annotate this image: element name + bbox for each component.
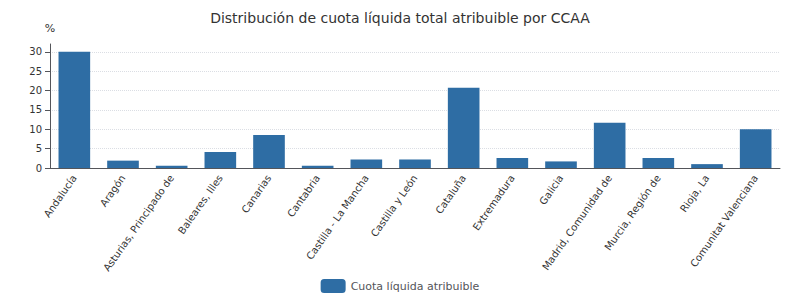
svg-text:Asturias, Principado de: Asturias, Principado de <box>101 173 176 273</box>
svg-text:Andalucía: Andalucía <box>42 173 79 220</box>
svg-text:Baleares, Illes: Baleares, Illes <box>176 173 225 236</box>
svg-text:Cantabria: Cantabria <box>285 173 322 219</box>
svg-text:Cuota líquida atribuible: Cuota líquida atribuible <box>351 280 480 293</box>
svg-text:Castilla - La Mancha: Castilla - La Mancha <box>304 173 371 262</box>
svg-text:Aragón: Aragón <box>98 173 128 209</box>
svg-text:%: % <box>45 22 55 35</box>
svg-text:Rioja, La: Rioja, La <box>678 173 712 214</box>
svg-text:Galicia: Galicia <box>537 173 565 207</box>
svg-text:5: 5 <box>36 143 42 154</box>
svg-text:20: 20 <box>29 85 42 96</box>
svg-text:Castilla y León: Castilla y León <box>369 173 420 239</box>
svg-text:Canarias: Canarias <box>239 173 273 215</box>
svg-text:30: 30 <box>29 46 42 57</box>
svg-text:Comunitat Valenciana: Comunitat Valenciana <box>688 173 760 269</box>
svg-text:Extremadura: Extremadura <box>471 173 517 233</box>
svg-text:Distribución de cuota líquida: Distribución de cuota líquida total atri… <box>210 10 590 26</box>
svg-text:15: 15 <box>29 104 42 115</box>
svg-text:10: 10 <box>29 124 42 135</box>
svg-text:25: 25 <box>29 66 42 77</box>
svg-text:Madrid, Comunidad de: Madrid, Comunidad de <box>540 173 614 272</box>
svg-text:Murcia, Región de: Murcia, Región de <box>602 173 662 253</box>
svg-text:0: 0 <box>36 163 42 174</box>
svg-text:Cataluña: Cataluña <box>433 173 468 216</box>
